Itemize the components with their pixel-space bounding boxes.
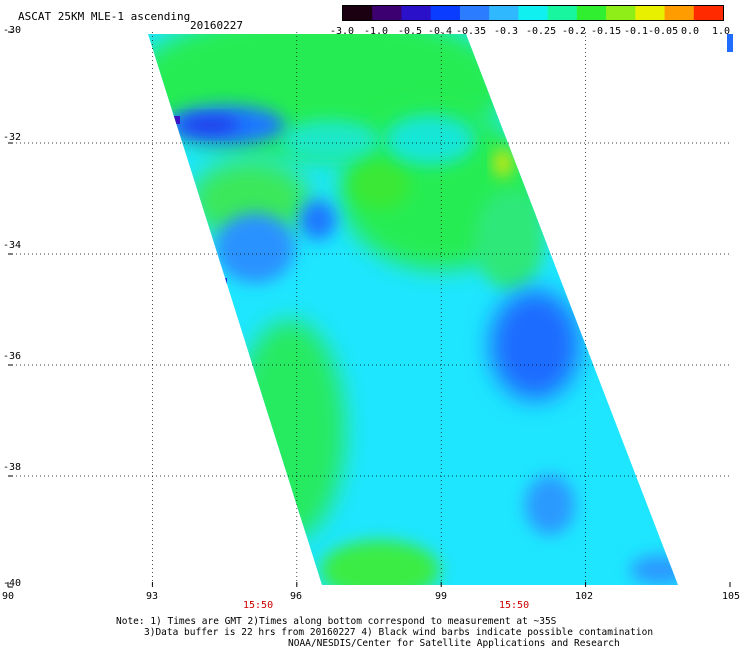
colorbar-segment bbox=[401, 6, 432, 20]
yellow-patch bbox=[495, 149, 511, 177]
green-field bbox=[320, 540, 440, 585]
lat-label: -34 bbox=[3, 240, 22, 251]
colorbar-label: -0.25 bbox=[526, 26, 557, 37]
green-field bbox=[190, 160, 310, 240]
note-line-3: NOAA/NESDIS/Center for Satellite Applica… bbox=[288, 638, 620, 649]
anomaly-pixel bbox=[172, 116, 180, 124]
colorbar-segment bbox=[489, 6, 519, 20]
colorbar-segment bbox=[343, 6, 373, 20]
blue-patch bbox=[490, 290, 580, 400]
colorbar-segment bbox=[518, 6, 549, 20]
time-label: 15:50 bbox=[499, 600, 530, 611]
colorbar-segment bbox=[635, 6, 666, 20]
colorbar-segment bbox=[459, 6, 490, 20]
lon-label: 93 bbox=[146, 591, 159, 602]
colorbar-segment bbox=[606, 6, 636, 20]
colorbar-label: -1.0 bbox=[364, 26, 389, 37]
colorbar-label: -0.1 bbox=[624, 26, 649, 37]
colorbar-label: -0.35 bbox=[456, 26, 487, 37]
lon-label: 105 bbox=[722, 591, 740, 602]
green-field bbox=[350, 160, 410, 210]
graticule bbox=[8, 32, 730, 587]
note-line-1: Note: 1) Times are GMT 2)Times along bot… bbox=[116, 616, 557, 627]
lat-label: -30 bbox=[3, 25, 22, 36]
green-field bbox=[475, 190, 545, 290]
blue-patch bbox=[525, 475, 575, 535]
colorbar-segment bbox=[372, 6, 402, 20]
colorbar-segment bbox=[547, 6, 578, 20]
blue-patch bbox=[630, 555, 678, 585]
blue-patch bbox=[215, 213, 295, 283]
lat-label: -32 bbox=[3, 132, 22, 143]
colorbar-label: -3.0 bbox=[330, 26, 355, 37]
swath bbox=[148, 34, 678, 585]
colorbar-label: -0.4 bbox=[428, 26, 453, 37]
colorbar-label: 1.0 bbox=[712, 26, 731, 37]
colorbar-label: 0.0 bbox=[681, 26, 700, 37]
colorbar-segment bbox=[576, 6, 607, 20]
lat-label: -40 bbox=[3, 578, 22, 589]
cyan-patch bbox=[280, 120, 380, 160]
time-label: 15:50 bbox=[243, 600, 274, 611]
blue-patch bbox=[300, 200, 336, 240]
colorbar-label: -0.15 bbox=[591, 26, 622, 37]
product-date: 20160227 bbox=[190, 19, 243, 32]
colorbar-segment bbox=[664, 6, 695, 20]
product-title: ASCAT 25KM MLE-1 ascending bbox=[18, 10, 191, 23]
colorbar-frame bbox=[342, 5, 724, 21]
edge-marker bbox=[727, 34, 733, 52]
lon-label: 102 bbox=[575, 591, 594, 602]
cyan-patch bbox=[385, 115, 475, 165]
note-line-2: 3)Data buffer is 22 hrs from 20160227 4)… bbox=[144, 627, 654, 638]
colorbar-segment bbox=[430, 6, 461, 20]
lon-label: 96 bbox=[290, 591, 303, 602]
blue-patch bbox=[180, 117, 240, 133]
lat-label: -38 bbox=[3, 462, 22, 473]
colorbar bbox=[342, 5, 724, 21]
lon-label: 90 bbox=[2, 591, 15, 602]
anomaly-pixel bbox=[220, 278, 227, 286]
colorbar-label: -0.2 bbox=[562, 26, 587, 37]
axis-ticks bbox=[7, 31, 731, 588]
lon-label: 99 bbox=[435, 591, 448, 602]
colorbar-label: -0.5 bbox=[398, 26, 423, 37]
colorbar-segment bbox=[693, 6, 724, 20]
colorbar-label: -0.05 bbox=[648, 26, 679, 37]
lat-label: -36 bbox=[3, 351, 22, 362]
colorbar-label: -0.3 bbox=[494, 26, 519, 37]
green-field bbox=[235, 320, 345, 540]
